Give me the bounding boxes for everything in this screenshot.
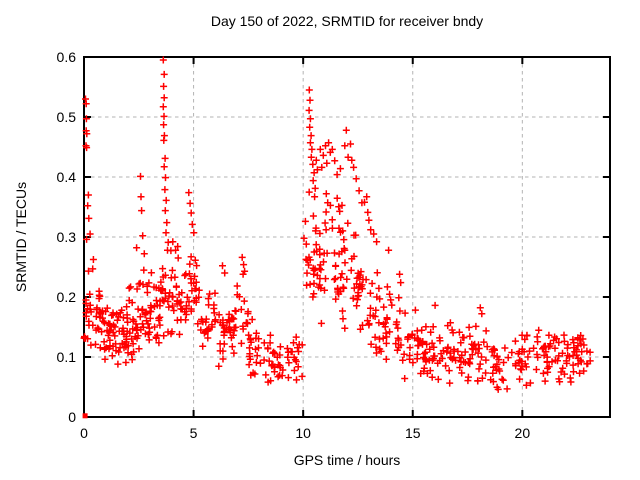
- y-tick-label: 0.5: [56, 109, 76, 125]
- x-tick-label: 5: [189, 425, 198, 441]
- y-tick-label: 0.3: [56, 229, 76, 245]
- scatter-square-point: [82, 413, 88, 419]
- y-tick-label: 0: [68, 409, 76, 425]
- x-tick-label: 10: [295, 425, 311, 441]
- y-tick-label: 0.1: [56, 349, 76, 365]
- chart-title: Day 150 of 2022, SRMTID for receiver bnd…: [210, 13, 484, 29]
- x-tick-label: 0: [80, 425, 88, 441]
- x-tick-label: 15: [404, 425, 421, 441]
- plot-border: [83, 56, 611, 418]
- x-axis-label: GPS time / hours: [293, 452, 401, 468]
- y-tick-label: 0.6: [56, 49, 76, 65]
- scatter-points: [80, 56, 594, 393]
- x-tick-label: 20: [514, 425, 531, 441]
- y-tick-label: 0.2: [56, 289, 76, 305]
- grid-lines: [84, 57, 610, 417]
- y-tick-label: 0.4: [56, 169, 76, 185]
